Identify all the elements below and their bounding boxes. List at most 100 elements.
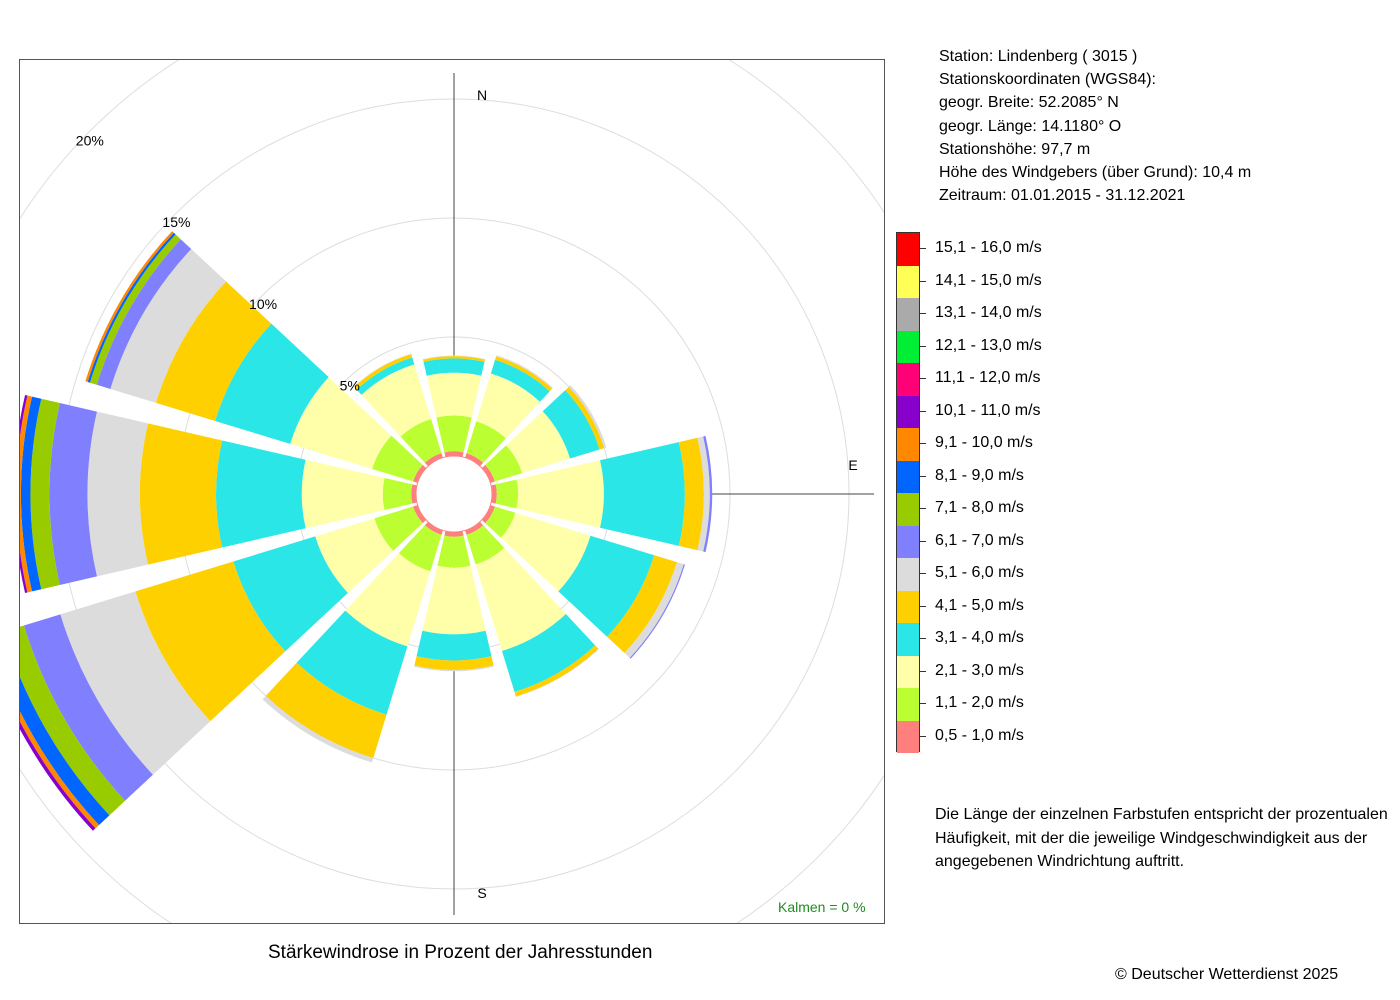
wind-sector-segment — [422, 565, 486, 635]
wind-sector-segment — [465, 521, 484, 535]
wind-sector-segment — [516, 460, 604, 528]
legend-label: 7,1 - 8,0 m/s — [935, 499, 1024, 517]
wind-sector-segment — [422, 356, 486, 362]
legend-tick — [920, 378, 926, 380]
legend-tick — [920, 280, 926, 282]
wind-sector-segment — [495, 479, 519, 509]
wind-sector-segment — [60, 591, 211, 775]
legend-label: 8,1 - 9,0 m/s — [935, 466, 1024, 484]
legend-tick — [920, 410, 926, 412]
legend-label: 15,1 - 16,0 m/s — [935, 239, 1042, 257]
wind-sector-segment — [400, 418, 442, 463]
legend-label: 11,1 - 12,0 m/s — [935, 369, 1041, 387]
radial-tick-label: 20% — [76, 133, 104, 149]
legend-label: 4,1 - 5,0 m/s — [935, 596, 1024, 614]
wind-sector-segment — [155, 281, 272, 421]
station-latitude: geogr. Breite: 52.2085° N — [939, 94, 1119, 112]
legend-swatch — [897, 493, 919, 526]
wind-sector-segment — [413, 464, 427, 483]
wind-sector-segment — [20, 395, 33, 593]
wind-sector-segment — [372, 435, 423, 482]
explanation-line: Häufigkeit, mit der die jeweilige Windge… — [935, 829, 1368, 847]
legend-label: 2,1 - 3,0 m/s — [935, 661, 1024, 679]
wind-sector-segment — [466, 525, 505, 565]
wind-sector-segment — [416, 630, 492, 661]
legend-tick — [920, 670, 926, 672]
legend-swatch — [897, 265, 919, 298]
wind-sector-segment — [678, 437, 704, 551]
wind-sector-segment — [87, 411, 148, 577]
legend-swatch — [897, 233, 919, 266]
legend-swatch — [897, 298, 919, 331]
legend-label: 13,1 - 14,0 m/s — [935, 304, 1042, 322]
wind-sector-segment — [23, 614, 153, 801]
wind-sector-segment — [481, 464, 495, 483]
legend-label: 10,1 - 11,0 m/s — [935, 401, 1041, 419]
wind-sector-segment — [345, 553, 431, 647]
wind-sector-segment — [475, 547, 566, 651]
legend-swatch — [897, 330, 919, 363]
wind-sector-segment — [356, 357, 415, 395]
wind-sector-segment — [542, 390, 600, 459]
north-label: N — [477, 87, 487, 103]
wind-sector-segment — [476, 373, 540, 439]
radial-tick-label: 15% — [162, 214, 190, 230]
wind-sector-segment — [423, 358, 485, 376]
legend-swatch — [897, 460, 919, 493]
wind-sector-segment — [444, 451, 464, 457]
legend-label: 14,1 - 15,0 m/s — [935, 271, 1042, 289]
chart-title: Stärkewindrose in Prozent der Jahresstun… — [268, 942, 653, 963]
legend-swatch — [897, 590, 919, 623]
wind-rose-chart: N E S 5% 10% 15% 20% — [20, 60, 884, 923]
wind-sector-segment — [565, 386, 605, 450]
speed-legend — [896, 232, 920, 753]
radial-tick-label: 10% — [249, 296, 277, 312]
legend-swatch — [897, 525, 919, 558]
wind-sector-segment — [426, 372, 482, 418]
wind-sector-segment — [215, 323, 329, 444]
wind-sector-segment — [424, 521, 443, 535]
legend-label: 1,1 - 2,0 m/s — [935, 694, 1024, 712]
station-info: Station: Lindenberg ( 3015 ) Stationskoo… — [939, 45, 1251, 207]
wind-sector-segment — [49, 403, 97, 585]
wind-sector-segment — [600, 442, 685, 546]
wind-sector-segment — [20, 711, 99, 829]
wind-sector-segment — [558, 535, 655, 637]
wind-sector-segment — [382, 477, 413, 511]
wind-sector-segment — [233, 536, 348, 652]
legend-tick — [920, 540, 926, 542]
wind-sector-segment — [500, 512, 591, 592]
wind-sector-segment — [296, 610, 408, 715]
wind-sector-segment — [607, 555, 677, 654]
legend-tick — [920, 508, 926, 510]
wind-sector-segment — [398, 525, 442, 572]
wind-rose-panel: N E S 5% 10% 15% 20% — [19, 59, 885, 924]
wind-sector-segment — [465, 453, 484, 467]
legend-swatch — [897, 395, 919, 428]
wind-sector-segment — [265, 662, 387, 758]
time-period: Zeitraum: 01.01.2015 - 31.12.2021 — [939, 187, 1186, 205]
wind-sector-segment — [290, 377, 392, 469]
legend-swatch — [897, 623, 919, 656]
calm-percentage: Kalmen = 0 % — [778, 899, 866, 915]
legend-tick — [920, 248, 926, 250]
wind-sector-segment — [262, 695, 374, 763]
explanation-line: Die Länge der einzelnen Farbstufen entsp… — [935, 806, 1388, 823]
legend-label: 3,1 - 4,0 m/s — [935, 629, 1024, 647]
legend-tick — [920, 573, 926, 575]
explanation-line: angegebenen Windrichtung auftritt. — [935, 853, 1185, 870]
wind-sector-segment — [414, 656, 494, 671]
legend-label: 5,1 - 6,0 m/s — [935, 564, 1024, 582]
legend-tick — [920, 703, 926, 705]
wind-sector-segment — [568, 385, 607, 449]
station-name: Station: Lindenberg ( 3015 ) — [939, 48, 1138, 65]
south-label: S — [477, 885, 486, 901]
legend-swatch — [897, 363, 919, 396]
legend-tick — [920, 345, 926, 347]
legend-label: 6,1 - 7,0 m/s — [935, 531, 1024, 549]
legend-swatch — [897, 428, 919, 461]
wind-sector-segment — [624, 562, 684, 658]
wind-sector-segment — [216, 440, 306, 548]
legend-label: 0,5 - 1,0 m/s — [935, 726, 1024, 744]
wind-sector-segment — [315, 518, 394, 593]
